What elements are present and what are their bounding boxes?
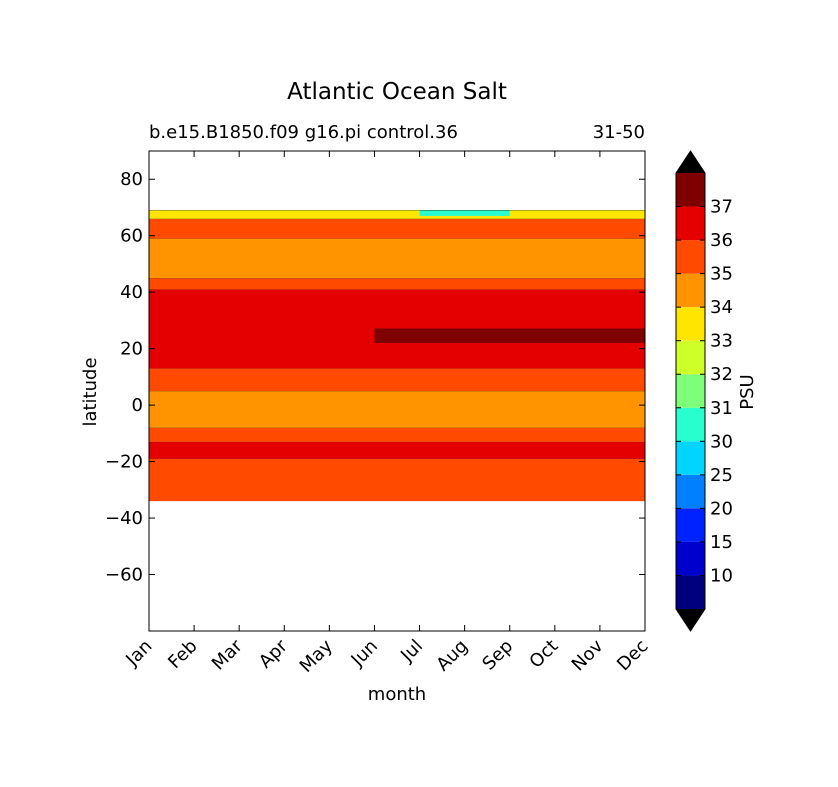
plot-axes: Jan Feb Mar Apr May Jun Jul Aug Sep Oct Nov Dec 80 60…: [105, 150, 653, 677]
colorbar-tick-label: 32: [710, 364, 733, 385]
colorbar-tick-label: 34: [710, 297, 733, 318]
colorbar-tick-label: 31: [710, 398, 733, 419]
x-tick-label: Nov: [568, 635, 608, 675]
contour-band: [149, 210, 645, 219]
chart-subtitle-right: 31-50: [593, 122, 645, 143]
y-tick-label: −60: [105, 565, 143, 586]
x-tick-label: Feb: [164, 636, 201, 673]
y-tick-label: −40: [105, 508, 143, 529]
contour-band: [149, 391, 645, 428]
x-tick-label: Jun: [347, 636, 382, 671]
colorbar-tick-label: 20: [710, 498, 733, 519]
y-tick-label: 60: [120, 226, 143, 247]
contour-band: [149, 458, 645, 502]
x-tick-label: Jul: [396, 636, 427, 667]
colorbar-segment: [676, 407, 705, 442]
colorbar-label: PSU: [737, 374, 758, 409]
colorbar-segment: [676, 273, 705, 308]
contour-band: [149, 441, 645, 459]
colorbar-tick-label: 25: [710, 465, 733, 486]
contour-band: [149, 368, 645, 391]
contour-band: [149, 278, 645, 290]
contour-band: [149, 427, 645, 442]
colorbar-segment: [676, 374, 705, 408]
colorbar-segment: [676, 441, 705, 475]
contour-fill-area: [149, 210, 645, 502]
colorbar-segment: [676, 340, 705, 375]
y-tick-label: 80: [120, 169, 143, 190]
contour-band: [374, 328, 645, 343]
y-tick-label: 0: [132, 395, 143, 416]
y-tick-label: −20: [105, 452, 143, 473]
colorbar-segment: [676, 240, 705, 274]
colorbar-tick-label: 30: [710, 431, 733, 452]
y-tick-label: 40: [120, 282, 143, 303]
x-tick-label: Dec: [613, 636, 652, 675]
x-tick-label: Apr: [255, 635, 292, 672]
plot-frame: [148, 150, 646, 632]
colorbar-tick-label: 33: [710, 331, 733, 352]
chart-title: Atlantic Ocean Salt: [287, 79, 507, 105]
y-axis-label: latitude: [80, 357, 101, 426]
colorbar-tick-label: 37: [710, 197, 733, 218]
x-tick-label: Jan: [121, 636, 156, 671]
colorbar-segment: [676, 307, 705, 341]
colorbar-tick-label: 36: [710, 230, 733, 251]
colorbar-tick-label: 10: [710, 565, 733, 586]
colorbar-segment: [676, 508, 705, 542]
colorbar-tick-label: 15: [710, 532, 733, 553]
colorbar-tick-label: 35: [710, 264, 733, 285]
x-tick-label: Sep: [478, 636, 517, 675]
colorbar: 10 15 20 25 30 31 32 33 34 35 36 37: [675, 150, 733, 632]
x-tick-label: Aug: [432, 636, 472, 676]
x-tick-label: Oct: [525, 636, 562, 673]
contour-band: [149, 218, 645, 239]
colorbar-segment: [676, 575, 705, 609]
colorbar-max-arrow: [676, 151, 705, 173]
contour-band: [419, 210, 510, 216]
colorbar-segment: [676, 206, 705, 241]
colorbar-segment: [676, 541, 705, 576]
x-tick-label: May: [296, 635, 337, 676]
chart-subtitle-left: b.e15.B1850.f09 g16.pi control.36: [149, 122, 458, 143]
y-tick-label: 20: [120, 339, 143, 360]
contour-band: [149, 238, 645, 279]
colorbar-segment: [676, 474, 705, 509]
colorbar-min-arrow: [676, 609, 705, 631]
colorbar-segment: [676, 173, 705, 207]
x-axis-label: month: [368, 684, 426, 705]
x-tick-label: Mar: [208, 635, 247, 674]
colorbar-outline: [675, 150, 706, 632]
